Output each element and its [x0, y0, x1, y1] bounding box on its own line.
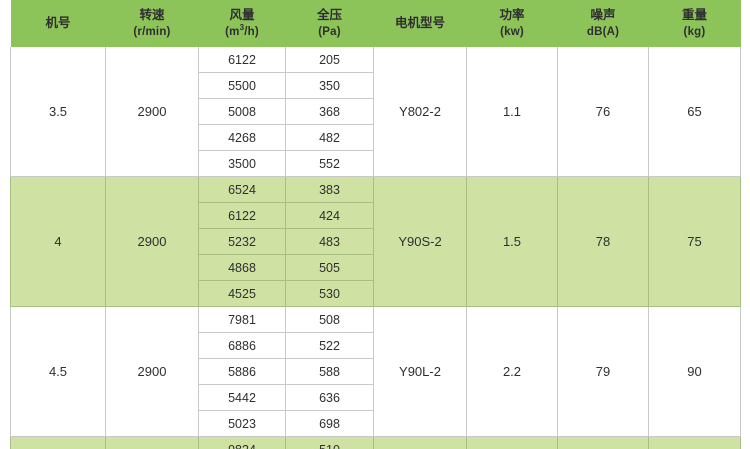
- column-header-label: 机号: [45, 16, 71, 31]
- table-row: 5886 588: [11, 358, 741, 385]
- column-header-unit: (r/min): [133, 26, 171, 39]
- cell-power: 2.2: [466, 306, 558, 437]
- column-header-label: 电机型号: [394, 16, 445, 31]
- column-header-noise: 噪声 dB(A): [557, 0, 649, 47]
- cell-air-volume: 5442: [198, 384, 286, 411]
- table-row: 5232 483: [11, 228, 741, 255]
- cell-air-volume: 5023: [198, 410, 286, 437]
- cell-noise: 76: [557, 47, 649, 177]
- cell-total-pressure: 508: [285, 306, 374, 333]
- cell-noise: 78: [557, 176, 649, 307]
- cell-noise: 79: [557, 306, 649, 437]
- cell-total-pressure: 483: [285, 228, 374, 255]
- cell-total-pressure: 368: [285, 98, 374, 125]
- cell-model-no: 4: [10, 176, 106, 307]
- column-header-power: 功率 (kw): [466, 0, 558, 47]
- column-header-unit: (m3/h): [225, 23, 259, 39]
- table-row: 5442 636: [11, 384, 741, 411]
- column-header-weight: 重量 (kg): [648, 0, 741, 47]
- column-header-label: 噪声: [590, 8, 616, 23]
- cell-model-no: 4.5: [10, 306, 106, 437]
- cell-total-pressure: 636: [285, 384, 374, 411]
- table-row: 6122 424: [11, 202, 741, 229]
- column-header-total-pressure: 全压 (Pa): [285, 0, 374, 47]
- column-header-motor-type: 电机型号: [373, 0, 467, 47]
- table-row: 4525 530: [11, 280, 741, 307]
- table-row: 4268 482: [11, 124, 741, 151]
- column-header-rotating-speed: 转速 (r/min): [105, 0, 199, 47]
- column-header-unit: (Pa): [318, 26, 341, 39]
- table-body: 3.5 2900 6122 205 Y802-2 1.1 76 65 5500 350 5008 36…: [10, 47, 741, 449]
- column-header-air-volume: 风量 (m3/h): [198, 0, 286, 47]
- cell-power: 1.1: [466, 47, 558, 177]
- table-row: 5008 368: [11, 98, 741, 125]
- column-header-model-no: 机号: [10, 0, 106, 47]
- header-row: 机号 转速 (r/min) 风量 (m3/h) 全压 (Pa) 电机型号 功率 (kw) 噪声 dB(…: [10, 0, 741, 47]
- cell-weight: 65: [648, 47, 741, 177]
- table-row: 6886 522: [11, 332, 741, 359]
- cell-total-pressure: 522: [285, 332, 374, 359]
- cell-total-pressure: 205: [285, 47, 374, 73]
- table-row: 4 2900 6524 383 Y90S-2 1.5 78 75: [10, 176, 741, 307]
- cell-total-pressure: 698: [285, 410, 374, 437]
- table-row: 5023 698: [11, 410, 741, 437]
- cell-air-volume: 5232: [198, 228, 286, 255]
- cell-air-volume: 5886: [198, 358, 286, 385]
- cell-total-pressure: 552: [285, 150, 374, 177]
- cell-motor-type: Y90S-2: [373, 176, 467, 307]
- column-header-unit: (kg): [683, 26, 706, 39]
- cell-air-volume: 4525: [198, 280, 286, 307]
- cell-total-pressure: 383: [285, 176, 374, 203]
- cell-air-volume: 4868: [198, 254, 286, 281]
- table-row: 3500 552: [11, 150, 741, 177]
- cell-rotating-speed: 2900: [105, 47, 199, 177]
- cell-air-volume: 6122: [198, 202, 286, 229]
- cell-air-volume: 6122: [198, 47, 286, 73]
- cell-rotating-speed: 2900: [105, 176, 199, 307]
- cell-weight: 110: [648, 436, 741, 449]
- fan-specification-table: 机号 转速 (r/min) 风量 (m3/h) 全压 (Pa) 电机型号 功率 (kw) 噪声 dB(…: [10, 0, 741, 449]
- cell-air-volume: 3500: [198, 150, 286, 177]
- cell-model-no: 3.5: [10, 47, 106, 177]
- cell-total-pressure: 424: [285, 202, 374, 229]
- cell-motor-type: Y100L-2: [373, 436, 467, 449]
- cell-rotating-speed: 2900: [105, 306, 199, 437]
- column-header-unit: (kw): [500, 26, 524, 39]
- table-row: 529009824510Y100L-2380110: [10, 436, 741, 449]
- cell-total-pressure: 530: [285, 280, 374, 307]
- column-header-label: 全压: [316, 8, 342, 23]
- cell-air-volume: 6524: [198, 176, 286, 203]
- column-header-label: 转速: [139, 8, 165, 23]
- cell-model-no: 5: [10, 436, 106, 449]
- cell-weight: 75: [648, 176, 741, 307]
- cell-total-pressure: 505: [285, 254, 374, 281]
- cell-power: 1.5: [466, 176, 558, 307]
- cell-air-volume: 5500: [198, 72, 286, 99]
- cell-air-volume: 5008: [198, 98, 286, 125]
- cell-noise: 80: [557, 436, 649, 449]
- cell-air-volume: 4268: [198, 124, 286, 151]
- column-header-unit: dB(A): [586, 26, 620, 39]
- cell-total-pressure: 350: [285, 72, 374, 99]
- cell-total-pressure: 588: [285, 358, 374, 385]
- table-row: 5500 350: [11, 72, 741, 99]
- cell-air-volume: 9824: [198, 436, 286, 449]
- column-header-label: 重量: [681, 8, 707, 23]
- table-row: 4.5 2900 7981 508 Y90L-2 2.2 79 90: [10, 306, 741, 437]
- cell-air-volume: 6886: [198, 332, 286, 359]
- table-row: 3.5 2900 6122 205 Y802-2 1.1 76 65: [10, 47, 741, 177]
- cell-rotating-speed: 2900: [105, 436, 199, 449]
- cell-total-pressure: 510: [285, 436, 374, 449]
- cell-weight: 90: [648, 306, 741, 437]
- table-header: 机号 转速 (r/min) 风量 (m3/h) 全压 (Pa) 电机型号 功率 (kw) 噪声 dB(…: [10, 0, 741, 47]
- cell-motor-type: Y90L-2: [373, 306, 467, 437]
- column-header-label: 风量: [229, 8, 255, 23]
- cell-air-volume: 7981: [198, 306, 286, 333]
- cell-motor-type: Y802-2: [373, 47, 467, 177]
- cell-total-pressure: 482: [285, 124, 374, 151]
- cell-power: 3: [466, 436, 558, 449]
- column-header-label: 功率: [499, 8, 525, 23]
- table-row: 4868 505: [11, 254, 741, 281]
